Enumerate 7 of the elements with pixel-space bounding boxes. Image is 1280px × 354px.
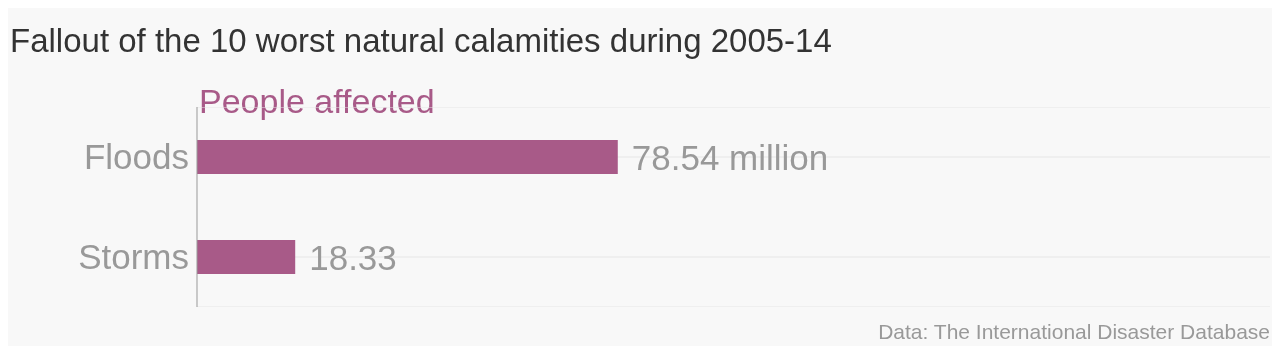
y-tick-label: Storms (78, 237, 189, 277)
y-tick-label: Floods (83, 137, 189, 177)
series-label: People affected (199, 82, 435, 121)
data-label: 78.54 million (631, 137, 829, 177)
data-label: 18.33 (309, 237, 397, 277)
text: Data: The International Disaster Database (878, 320, 1270, 344)
chart-title: Fallout of the 10 worst natural calamities during 2005-14 (10, 22, 832, 60)
